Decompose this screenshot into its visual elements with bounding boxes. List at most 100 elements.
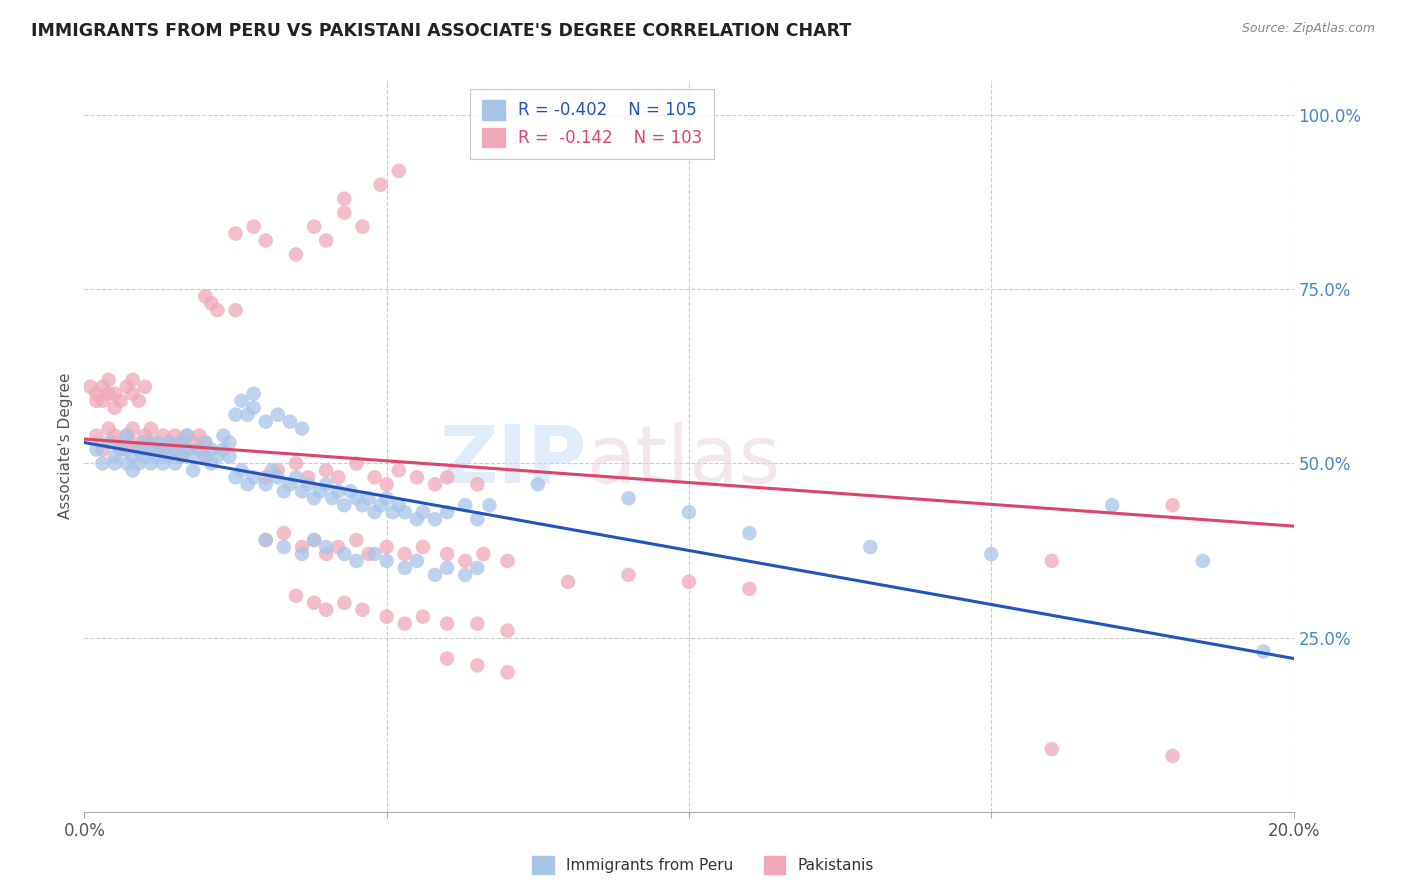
Point bbox=[315, 234, 337, 248]
Point bbox=[157, 435, 180, 450]
Point bbox=[285, 470, 308, 484]
Point bbox=[157, 450, 180, 464]
Point bbox=[121, 435, 143, 450]
Point bbox=[412, 540, 434, 554]
Point bbox=[315, 547, 337, 561]
Point bbox=[115, 457, 138, 471]
Point bbox=[297, 470, 319, 484]
Point bbox=[333, 596, 356, 610]
Point bbox=[121, 421, 143, 435]
Point bbox=[242, 386, 264, 401]
Point bbox=[242, 470, 264, 484]
Point bbox=[146, 435, 169, 450]
Point bbox=[128, 442, 150, 457]
Point bbox=[254, 470, 277, 484]
Point bbox=[104, 428, 127, 442]
Point bbox=[454, 567, 477, 582]
Point bbox=[496, 624, 519, 638]
Point bbox=[302, 533, 325, 547]
Point bbox=[315, 463, 337, 477]
Point bbox=[412, 609, 434, 624]
Point bbox=[86, 442, 108, 457]
Text: Source: ZipAtlas.com: Source: ZipAtlas.com bbox=[1241, 22, 1375, 36]
Point bbox=[218, 435, 240, 450]
Point bbox=[315, 603, 337, 617]
Point bbox=[170, 450, 193, 464]
Point bbox=[302, 533, 325, 547]
Point bbox=[363, 505, 385, 519]
Point bbox=[165, 442, 187, 457]
Point bbox=[370, 178, 392, 192]
Legend: R = -0.402    N = 105, R =  -0.142    N = 103: R = -0.402 N = 105, R = -0.142 N = 103 bbox=[470, 88, 714, 159]
Point bbox=[339, 484, 361, 499]
Point bbox=[267, 470, 290, 484]
Point bbox=[146, 442, 169, 457]
Point bbox=[91, 393, 114, 408]
Point bbox=[467, 616, 489, 631]
Point bbox=[454, 554, 477, 568]
Point bbox=[176, 442, 198, 457]
Point bbox=[104, 386, 127, 401]
Point bbox=[139, 421, 162, 435]
Point bbox=[467, 658, 489, 673]
Y-axis label: Associate's Degree: Associate's Degree bbox=[58, 373, 73, 519]
Point bbox=[302, 596, 325, 610]
Point bbox=[1253, 644, 1275, 658]
Point bbox=[478, 498, 501, 512]
Point bbox=[181, 463, 204, 477]
Text: ZIP: ZIP bbox=[439, 422, 586, 500]
Point bbox=[346, 491, 368, 506]
Point bbox=[121, 373, 143, 387]
Point bbox=[121, 386, 143, 401]
Point bbox=[225, 408, 247, 422]
Point bbox=[617, 567, 640, 582]
Point bbox=[260, 463, 283, 477]
Point bbox=[86, 393, 108, 408]
Point bbox=[110, 442, 132, 457]
Point bbox=[231, 463, 253, 477]
Point bbox=[79, 380, 101, 394]
Point bbox=[388, 498, 411, 512]
Point bbox=[328, 540, 350, 554]
Point bbox=[467, 512, 489, 526]
Point bbox=[207, 303, 229, 318]
Point bbox=[134, 380, 156, 394]
Point bbox=[352, 603, 374, 617]
Point bbox=[181, 450, 204, 464]
Point bbox=[1040, 554, 1063, 568]
Point bbox=[454, 498, 477, 512]
Point bbox=[291, 484, 314, 499]
Point bbox=[207, 450, 229, 464]
Point bbox=[859, 540, 882, 554]
Point bbox=[152, 442, 174, 457]
Point bbox=[188, 442, 211, 457]
Point bbox=[86, 386, 108, 401]
Point bbox=[194, 450, 217, 464]
Point bbox=[170, 435, 193, 450]
Point bbox=[357, 491, 380, 506]
Point bbox=[121, 450, 143, 464]
Point bbox=[406, 554, 429, 568]
Point bbox=[291, 421, 314, 435]
Point bbox=[472, 547, 495, 561]
Point bbox=[200, 457, 222, 471]
Point bbox=[436, 561, 458, 575]
Point bbox=[115, 428, 138, 442]
Point bbox=[291, 547, 314, 561]
Point bbox=[86, 428, 108, 442]
Point bbox=[328, 470, 350, 484]
Point bbox=[394, 505, 416, 519]
Point bbox=[170, 450, 193, 464]
Point bbox=[436, 505, 458, 519]
Point bbox=[496, 665, 519, 680]
Point bbox=[91, 457, 114, 471]
Point bbox=[394, 561, 416, 575]
Point bbox=[194, 435, 217, 450]
Point bbox=[181, 435, 204, 450]
Point bbox=[363, 470, 385, 484]
Point bbox=[110, 442, 132, 457]
Point bbox=[436, 470, 458, 484]
Point bbox=[104, 435, 127, 450]
Point bbox=[267, 408, 290, 422]
Point bbox=[97, 386, 120, 401]
